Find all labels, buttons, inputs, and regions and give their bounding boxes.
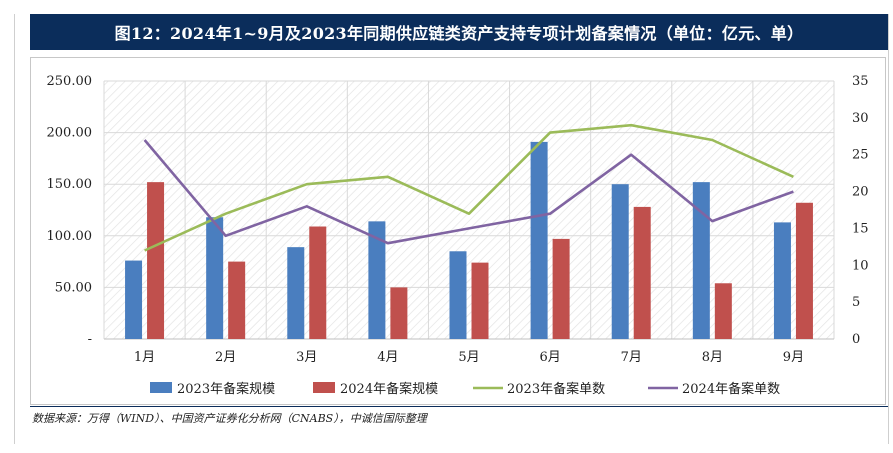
x-tick-label: 8月 bbox=[702, 350, 723, 365]
x-tick-label: 4月 bbox=[377, 350, 398, 365]
bar-2024年备案规模 bbox=[309, 226, 327, 339]
bar-2023年备案规模 bbox=[611, 184, 629, 339]
y-left-tick-label: 250.00 bbox=[47, 74, 93, 89]
bar-2024年备案规模 bbox=[633, 206, 651, 339]
x-tick-label: 1月 bbox=[134, 350, 155, 365]
legend-label: 2024年备案规模 bbox=[340, 381, 438, 397]
bar-2023年备案规模 bbox=[773, 222, 791, 339]
y-right-tick-label: 10 bbox=[852, 258, 869, 273]
bar-2023年备案规模 bbox=[287, 247, 305, 339]
legend-label: 2023年备案单数 bbox=[507, 381, 605, 397]
y-right-tick-label: 20 bbox=[852, 185, 869, 200]
bar-2024年备案规模 bbox=[552, 238, 570, 339]
x-tick-label: 3月 bbox=[296, 350, 317, 365]
plot-area-background bbox=[104, 81, 834, 339]
y-right-tick-label: 30 bbox=[852, 111, 869, 126]
y-right-tick-label: 25 bbox=[852, 148, 869, 163]
bar-2024年备案规模 bbox=[228, 261, 246, 339]
page-left-rule bbox=[14, 14, 15, 444]
source-note: 数据来源：万得（WIND）、中国资产证券化分析网（CNABS），中诚信国际整理 bbox=[30, 406, 888, 428]
legend-label: 2023年备案规模 bbox=[177, 381, 275, 397]
bar-2024年备案规模 bbox=[795, 202, 813, 339]
line-2023年备案单数 bbox=[144, 123, 794, 252]
bar-2023年备案规模 bbox=[125, 260, 143, 339]
legend-swatch bbox=[313, 382, 335, 393]
axis-labels: 1月 2月 3月 4月 5月 6月 7月 8月 9月 - 50.00 100.00 150.00 200.… bbox=[47, 74, 869, 365]
bar-2023年备案规模 bbox=[449, 251, 467, 339]
bar-series-group bbox=[125, 141, 813, 339]
y-right-tick-label: 0 bbox=[852, 332, 860, 347]
bar-2024年备案规模 bbox=[147, 182, 165, 339]
bar-2023年备案规模 bbox=[530, 141, 548, 339]
x-tick-label: 5月 bbox=[458, 350, 479, 365]
y-left-tick-label: 200.00 bbox=[47, 126, 93, 141]
y-right-tick-label: 5 bbox=[852, 295, 860, 310]
bar-2024年备案规模 bbox=[714, 283, 732, 339]
bar-2023年备案规模 bbox=[368, 221, 386, 339]
y-right-tick-label: 15 bbox=[852, 221, 869, 236]
y-left-tick-label: - bbox=[88, 332, 92, 347]
x-tick-label: 7月 bbox=[621, 350, 642, 365]
gridlines bbox=[103, 80, 835, 340]
line-2024年备案单数 bbox=[143, 139, 794, 245]
y-right-tick-label: 35 bbox=[852, 74, 869, 89]
bar-2023年备案规模 bbox=[206, 217, 224, 339]
y-left-tick-label: 100.00 bbox=[47, 229, 93, 244]
chart-canvas: 1月 2月 3月 4月 5月 6月 7月 8月 9月 - 50.00 100.00 150.00 200.… bbox=[47, 74, 869, 397]
legend: 2023年备案规模 2024年备案规模 2023年备案单数 2024年备案单数 bbox=[150, 381, 780, 397]
x-tick-label: 6月 bbox=[539, 350, 560, 365]
x-tick-label: 9月 bbox=[783, 350, 804, 365]
page-right-rule bbox=[888, 14, 889, 444]
figure-title: 图12：2024年1~9月及2023年同期供应链类资产支持专项计划备案情况（单位… bbox=[30, 14, 888, 50]
bar-2024年备案规模 bbox=[390, 287, 408, 339]
x-tick-label: 2月 bbox=[215, 350, 236, 365]
legend-label: 2024年备案单数 bbox=[682, 381, 780, 397]
bar-2023年备案规模 bbox=[692, 182, 710, 339]
bar-2024年备案规模 bbox=[471, 262, 489, 339]
y-left-tick-label: 150.00 bbox=[47, 177, 93, 192]
y-left-tick-label: 50.00 bbox=[55, 280, 92, 295]
line-series-group bbox=[143, 123, 794, 252]
legend-swatch bbox=[150, 382, 172, 393]
